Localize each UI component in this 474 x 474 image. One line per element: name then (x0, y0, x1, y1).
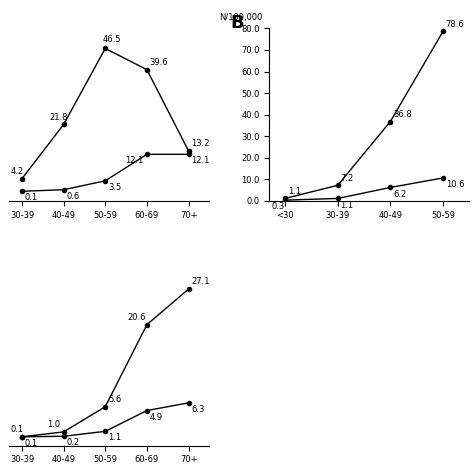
Text: 36.8: 36.8 (393, 110, 412, 119)
Text: 0.6: 0.6 (66, 192, 80, 201)
Text: 12.1: 12.1 (125, 156, 143, 165)
Text: 21.8: 21.8 (50, 113, 68, 122)
Text: 46.5: 46.5 (102, 35, 121, 44)
Text: 12.1: 12.1 (191, 156, 210, 165)
Text: 0.1: 0.1 (25, 193, 38, 202)
Text: 10.6: 10.6 (446, 180, 464, 189)
Text: 1.1: 1.1 (340, 201, 354, 210)
Text: 13.2: 13.2 (191, 139, 210, 148)
Text: 3.5: 3.5 (108, 183, 121, 192)
Text: 39.6: 39.6 (150, 58, 168, 67)
Text: 0.3: 0.3 (271, 202, 284, 211)
Text: 4.9: 4.9 (150, 413, 163, 422)
Text: 4.2: 4.2 (11, 167, 24, 176)
Text: 1.1: 1.1 (288, 187, 301, 196)
Text: B: B (230, 14, 244, 32)
Text: 20.6: 20.6 (128, 313, 146, 322)
Text: 27.1: 27.1 (191, 277, 210, 286)
Text: 0.1: 0.1 (25, 439, 38, 448)
Text: 1.1: 1.1 (108, 433, 121, 442)
Text: 6.2: 6.2 (393, 190, 406, 199)
Text: 7.2: 7.2 (340, 173, 354, 182)
Text: 6.3: 6.3 (191, 405, 205, 414)
Text: 0.1: 0.1 (11, 425, 24, 434)
Text: N/100,000: N/100,000 (219, 12, 263, 21)
Text: 5.6: 5.6 (108, 395, 121, 404)
Text: 78.6: 78.6 (446, 20, 465, 29)
Text: 0.2: 0.2 (66, 438, 80, 447)
Text: 1.0: 1.0 (47, 420, 60, 429)
